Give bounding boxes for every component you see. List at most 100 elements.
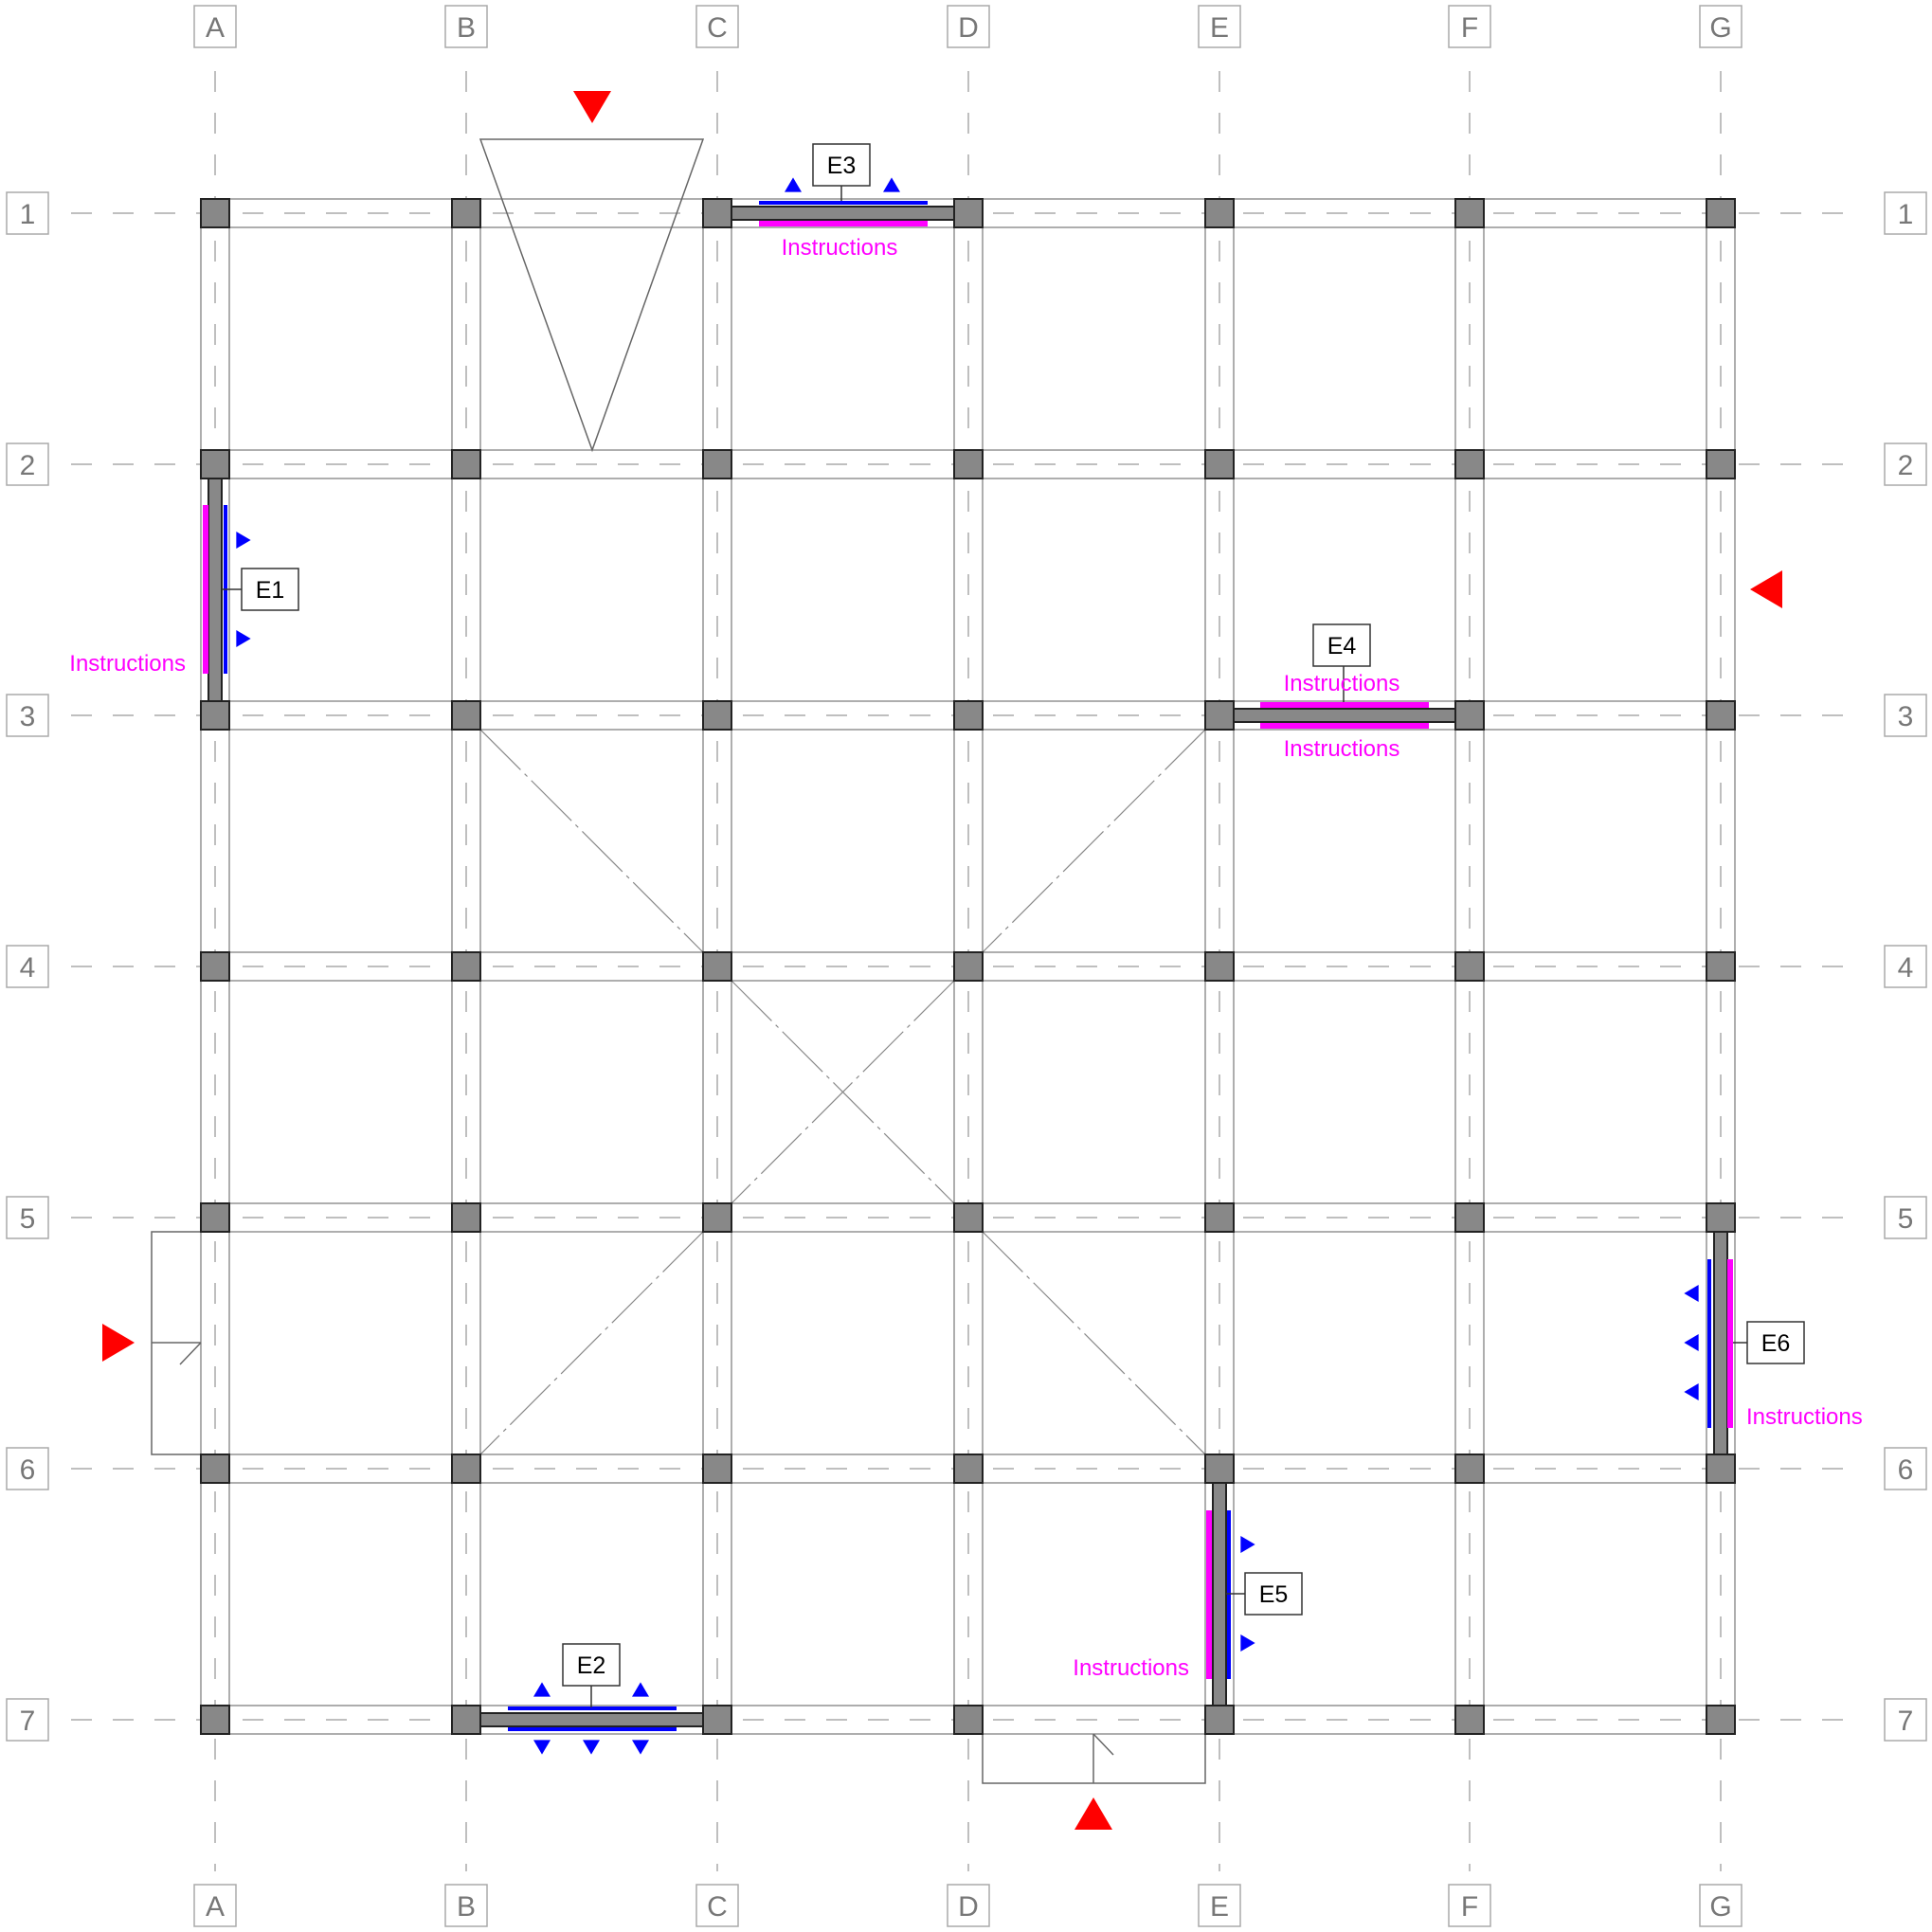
grid-bubble-label: D: [958, 1891, 979, 1923]
grid-bubble-top-A: A: [193, 5, 237, 48]
column-A3: [200, 700, 230, 731]
grid-bubble-left-1: 1: [6, 191, 49, 235]
column-B3: [451, 700, 481, 731]
grid-bubble-right-4: 4: [1884, 945, 1927, 988]
column-C7: [702, 1705, 732, 1735]
grid-bubble-label: 2: [1898, 450, 1914, 481]
grid-bubble-right-7: 7: [1884, 1698, 1927, 1742]
view-arrow-E1: [236, 532, 251, 549]
instruction-bar-E1: [203, 505, 208, 674]
instruction-E1-1: Instructions: [69, 651, 186, 677]
elevation-label-box-E4: [1312, 623, 1371, 667]
wall-E5: [1212, 1482, 1227, 1706]
grid-bubble-frame: [1884, 1196, 1927, 1239]
section-marker-west: [102, 1324, 135, 1362]
column-G4: [1706, 951, 1736, 982]
grid-bubble-left-6: 6: [6, 1447, 49, 1490]
column-E7: [1204, 1705, 1235, 1735]
column-B2: [451, 449, 481, 479]
column-G2: [1706, 449, 1736, 479]
grid-bubble-label: 3: [1898, 701, 1914, 732]
grid-bubble-frame: [1884, 945, 1927, 988]
slab-diagonal: [982, 729, 1206, 953]
view-arrow-E2: [583, 1740, 600, 1755]
grid-bubble-label: F: [1461, 1891, 1478, 1923]
entrance-west-step: [179, 1342, 202, 1365]
elevation-label-E6: E6: [1761, 1330, 1791, 1357]
grid-bubble-bottom-G: G: [1699, 1884, 1742, 1927]
view-line-E2: [508, 1706, 677, 1710]
grid-bubble-frame: [1884, 694, 1927, 737]
column-D2: [953, 449, 984, 479]
grid-bubble-frame: [6, 694, 49, 737]
instruction-E4-1: Instructions: [1284, 671, 1400, 696]
column-F4: [1454, 951, 1485, 982]
column-B5: [451, 1202, 481, 1233]
column-E6: [1204, 1454, 1235, 1484]
grid-bubble-bottom-C: C: [695, 1884, 739, 1927]
grid-bubble-frame: [444, 1884, 488, 1927]
grid-bubble-frame: [6, 442, 49, 486]
grid-bubble-bottom-E: E: [1198, 1884, 1241, 1927]
grid-bubble-top-G: G: [1699, 5, 1742, 48]
elevation-label-E4: E4: [1327, 633, 1357, 659]
view-arrow-E3: [883, 177, 900, 192]
column-A4: [200, 951, 230, 982]
elevation-label-box-E2: [562, 1643, 621, 1687]
column-B4: [451, 951, 481, 982]
grid-bubble-top-E: E: [1198, 5, 1241, 48]
section-marker-south: [1074, 1797, 1112, 1830]
elevation-label-box-E5: [1244, 1572, 1303, 1616]
instruction-bar-E3: [759, 221, 928, 226]
grid-bubble-left-5: 5: [6, 1196, 49, 1239]
openings: [151, 138, 1206, 1784]
entrance-south-step: [1092, 1733, 1114, 1756]
grid-bubble-left-7: 7: [6, 1698, 49, 1742]
grid-bubble-label: 4: [1898, 952, 1914, 984]
grid-bubble-label: A: [206, 1891, 225, 1923]
grid-bubble-label: C: [707, 12, 728, 44]
column-C4: [702, 951, 732, 982]
grid-bubble-label: E: [1210, 12, 1229, 44]
wall-E2: [479, 1712, 704, 1727]
column-E4: [1204, 951, 1235, 982]
grid-bubble-frame: [695, 5, 739, 48]
grid-bubble-frame: [1884, 1698, 1927, 1742]
grid-bubble-frame: [947, 5, 990, 48]
grid-bubble-right-5: 5: [1884, 1196, 1927, 1239]
view-arrow-E5: [1240, 1634, 1255, 1652]
grid-bubble-frame: [6, 945, 49, 988]
view-line-E3: [759, 201, 928, 205]
grid-bubble-label: 3: [20, 701, 36, 732]
grid-bubble-label: 2: [20, 450, 36, 481]
grid-bubble-label: G: [1709, 12, 1731, 44]
column-D4: [953, 951, 984, 982]
elevation-label-E1: E1: [256, 577, 285, 604]
elevation-label-E2: E2: [577, 1652, 606, 1679]
grid-bubble-top-C: C: [695, 5, 739, 48]
column-F1: [1454, 198, 1485, 228]
column-A1: [200, 198, 230, 228]
elevation-label-box-E3: [812, 143, 871, 187]
grid-bubble-left-2: 2: [6, 442, 49, 486]
section-markers: [102, 91, 1782, 1830]
view-arrow-E5: [1240, 1536, 1255, 1553]
view-arrow-E2: [632, 1682, 649, 1697]
column-G7: [1706, 1705, 1736, 1735]
view-arrow-E6: [1684, 1383, 1699, 1400]
column-C5: [702, 1202, 732, 1233]
grid-bubble-frame: [1884, 191, 1927, 235]
grid-bubble-label: 1: [20, 199, 36, 230]
grid-bubble-label: 7: [1898, 1706, 1914, 1737]
grid-bubble-label: 1: [1898, 199, 1914, 230]
grid-bubble-right-6: 6: [1884, 1447, 1927, 1490]
stair-triangle: [478, 138, 705, 453]
grid-bubble-label: G: [1709, 1891, 1731, 1923]
column-C2: [702, 449, 732, 479]
slab-panels: [479, 729, 1206, 1455]
view-arrow-E3: [785, 177, 802, 192]
grid-bubble-right-3: 3: [1884, 694, 1927, 737]
grid-bubble-frame: [193, 1884, 237, 1927]
grid-bubble-frame: [193, 5, 237, 48]
column-G6: [1706, 1454, 1736, 1484]
